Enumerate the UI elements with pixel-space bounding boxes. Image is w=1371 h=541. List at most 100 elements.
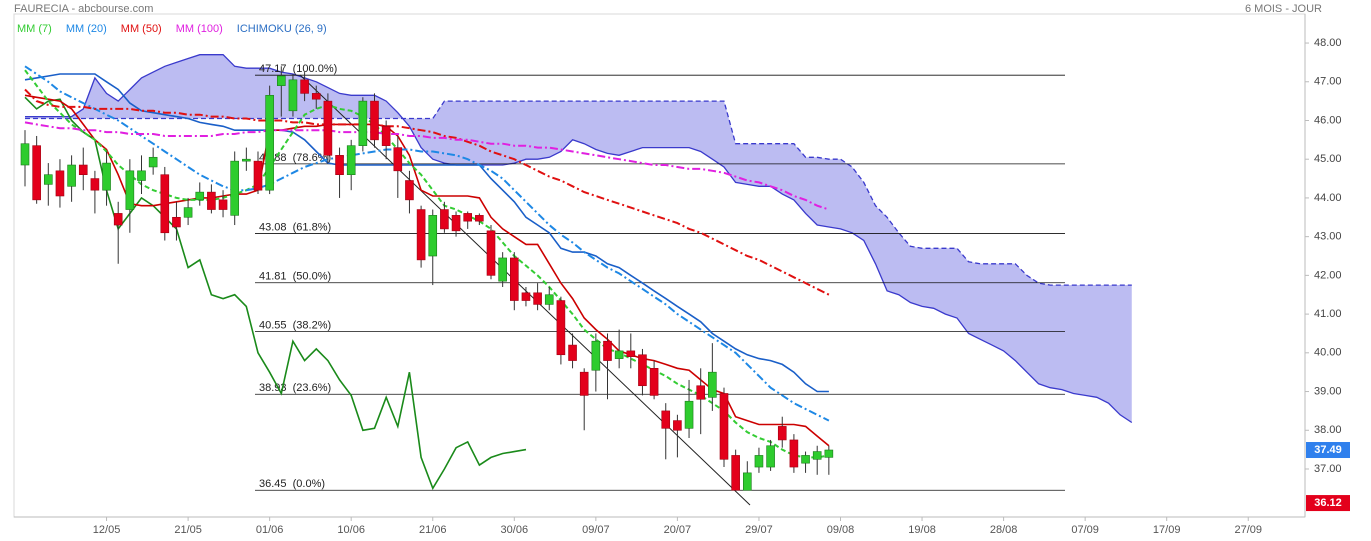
candle-body [766, 445, 775, 468]
candle-body [801, 455, 810, 464]
candle-body [358, 100, 368, 146]
lines-layer [24, 65, 830, 491]
low-price-tag-box [1306, 495, 1350, 512]
legend-entry: MM (7) [17, 23, 52, 35]
last-price-tag: 37.49 [1314, 444, 1342, 456]
legend: MM (7) MM (20) MM (50) MM (100) ICHIMOKU (26… [17, 23, 327, 35]
x-tick-label: 21/06 [419, 524, 447, 536]
x-tick-label: 29/07 [745, 524, 773, 536]
candle-body [521, 292, 531, 301]
candle-body [603, 340, 612, 361]
candle-body [195, 191, 205, 201]
candle-body [614, 350, 624, 359]
x-tick-label: 09/07 [582, 524, 610, 536]
candle-body [579, 371, 589, 396]
candle-body [591, 340, 601, 371]
legend-entry: MM (100) [176, 23, 223, 35]
senkou-b-line [25, 100, 1132, 286]
candle-body [55, 170, 65, 197]
candle-body [335, 155, 344, 175]
y-tick-label: 40.00 [1314, 347, 1342, 359]
candle-body [544, 294, 554, 305]
candle-body [20, 143, 30, 166]
candle-body [172, 216, 181, 228]
x-tick-label: 19/08 [908, 524, 936, 536]
x-tick-label: 27/09 [1234, 524, 1262, 536]
candle-body [346, 145, 356, 175]
candle-body [276, 75, 286, 86]
x-tick-label: 07/09 [1071, 524, 1099, 536]
x-tick-label: 12/05 [93, 524, 121, 536]
candle-body [300, 79, 309, 94]
candle-body [90, 178, 100, 191]
candle-body [684, 400, 694, 429]
y-tick-label: 41.00 [1314, 308, 1342, 320]
candle-body [137, 170, 146, 181]
candle-body [183, 207, 193, 218]
candle-body [696, 385, 706, 400]
fib-label: 43.08 (61.8%) [259, 221, 331, 233]
candle-body [416, 209, 426, 261]
x-tick-label: 30/06 [501, 524, 529, 536]
candle-body [638, 354, 647, 387]
candle-body [812, 451, 822, 460]
candle-body [43, 174, 53, 185]
y-tick-label: 38.00 [1314, 424, 1342, 436]
candle-body [207, 191, 216, 210]
candle-body [67, 164, 76, 187]
y-tick-label: 46.00 [1314, 114, 1342, 126]
fib-label: 47.17 (100.0%) [259, 63, 337, 75]
candle-body [393, 147, 403, 172]
x-tick-label: 21/05 [174, 524, 202, 536]
candle-body [323, 100, 333, 156]
candle-body [498, 257, 507, 282]
candle-body [102, 162, 111, 191]
legend-entry: MM (20) [66, 23, 107, 35]
y-tick-label: 42.00 [1314, 269, 1342, 281]
candle-body [509, 257, 519, 301]
y-tick-label: 44.00 [1314, 192, 1342, 204]
candle-body [148, 156, 158, 168]
candle-body [78, 164, 88, 175]
x-tick-label: 01/06 [256, 524, 284, 536]
fibonacci-layer: 47.17 (100.0%)44.88 (78.6%)43.08 (61.8%)… [255, 63, 1065, 491]
x-tick-label: 17/09 [1153, 524, 1181, 536]
x-tick-label: 10/06 [337, 524, 365, 536]
candle-body [160, 174, 170, 234]
candle-body [265, 95, 274, 191]
fib-label: 38.93 (23.6%) [259, 382, 331, 394]
candle-body [242, 158, 251, 162]
chikou-line [24, 96, 527, 491]
chart-subtitle: 6 MOIS - JOUR [1245, 3, 1322, 15]
candle-body [230, 160, 239, 216]
moving-average [24, 88, 830, 296]
candle-body [742, 472, 752, 491]
candle-body [708, 371, 717, 398]
candle-body [113, 213, 123, 226]
fib-label: 40.55 (38.2%) [259, 319, 331, 331]
candle-body [673, 420, 682, 431]
x-tick-label: 28/08 [990, 524, 1018, 536]
y-tick-label: 39.00 [1314, 385, 1342, 397]
candle-body [381, 125, 391, 146]
y-tick-label: 45.00 [1314, 153, 1342, 165]
candle-body [288, 79, 298, 112]
candle-body [533, 292, 542, 305]
fib-label: 36.45 (0.0%) [259, 478, 325, 490]
moving-average [24, 121, 830, 211]
candle-body [311, 93, 321, 100]
legend-entry: ICHIMOKU (26, 9) [237, 23, 327, 35]
candle-body [370, 100, 379, 141]
fib-label: 41.81 (50.0%) [259, 271, 331, 283]
candle-body [218, 199, 228, 210]
moving-average [24, 69, 830, 459]
chart-title: FAURECIA - abcbourse.com [14, 3, 153, 15]
candles-layer [20, 66, 834, 491]
candle-body [789, 439, 799, 468]
candle-body [661, 410, 671, 429]
tenkan-line [24, 94, 830, 447]
x-tick-label: 20/07 [664, 524, 692, 536]
candle-body [486, 230, 496, 276]
ichimoku-cloud [25, 54, 1132, 423]
